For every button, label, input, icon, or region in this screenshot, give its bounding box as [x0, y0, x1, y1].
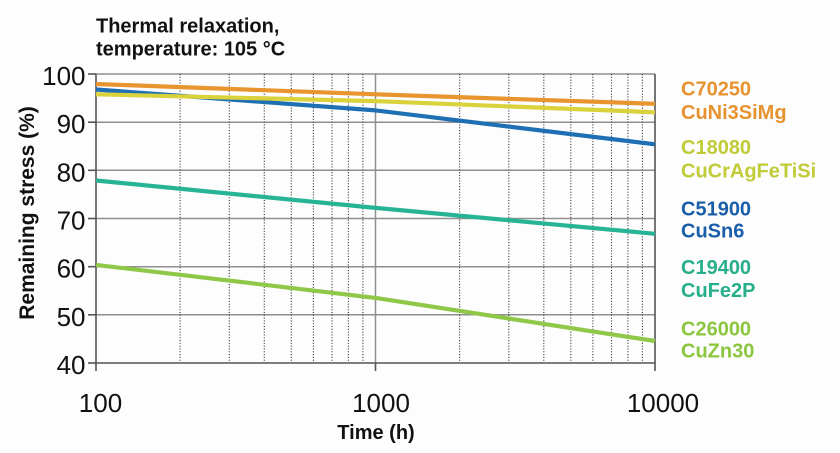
svg-text:50: 50 — [57, 302, 86, 332]
svg-text:70: 70 — [57, 206, 86, 236]
svg-text:C51900: C51900 — [681, 199, 751, 221]
svg-text:Time (h): Time (h) — [337, 422, 414, 444]
svg-text:CuCrAgFeTiSi: CuCrAgFeTiSi — [681, 161, 816, 183]
svg-text:Remaining stress (%): Remaining stress (%) — [16, 106, 39, 320]
svg-text:Thermal relaxation,: Thermal relaxation, — [96, 16, 279, 38]
svg-text:40: 40 — [57, 350, 86, 380]
svg-text:C26000: C26000 — [681, 319, 751, 341]
svg-text:CuZn30: CuZn30 — [681, 341, 754, 363]
svg-text:100: 100 — [79, 388, 122, 418]
svg-text:60: 60 — [57, 254, 86, 284]
svg-text:temperature: 105 °C: temperature: 105 °C — [96, 39, 285, 61]
svg-text:100: 100 — [42, 61, 85, 91]
svg-text:10000: 10000 — [627, 388, 699, 418]
svg-text:1000: 1000 — [352, 388, 410, 418]
svg-text:CuFe2P: CuFe2P — [681, 280, 755, 302]
svg-text:C70250: C70250 — [681, 79, 751, 101]
svg-text:80: 80 — [57, 157, 86, 187]
svg-text:C19400: C19400 — [681, 257, 751, 279]
svg-text:C18080: C18080 — [681, 137, 751, 159]
svg-text:CuNi3SiMg: CuNi3SiMg — [681, 102, 787, 124]
svg-text:CuSn6: CuSn6 — [681, 221, 744, 243]
svg-text:90: 90 — [57, 109, 86, 139]
